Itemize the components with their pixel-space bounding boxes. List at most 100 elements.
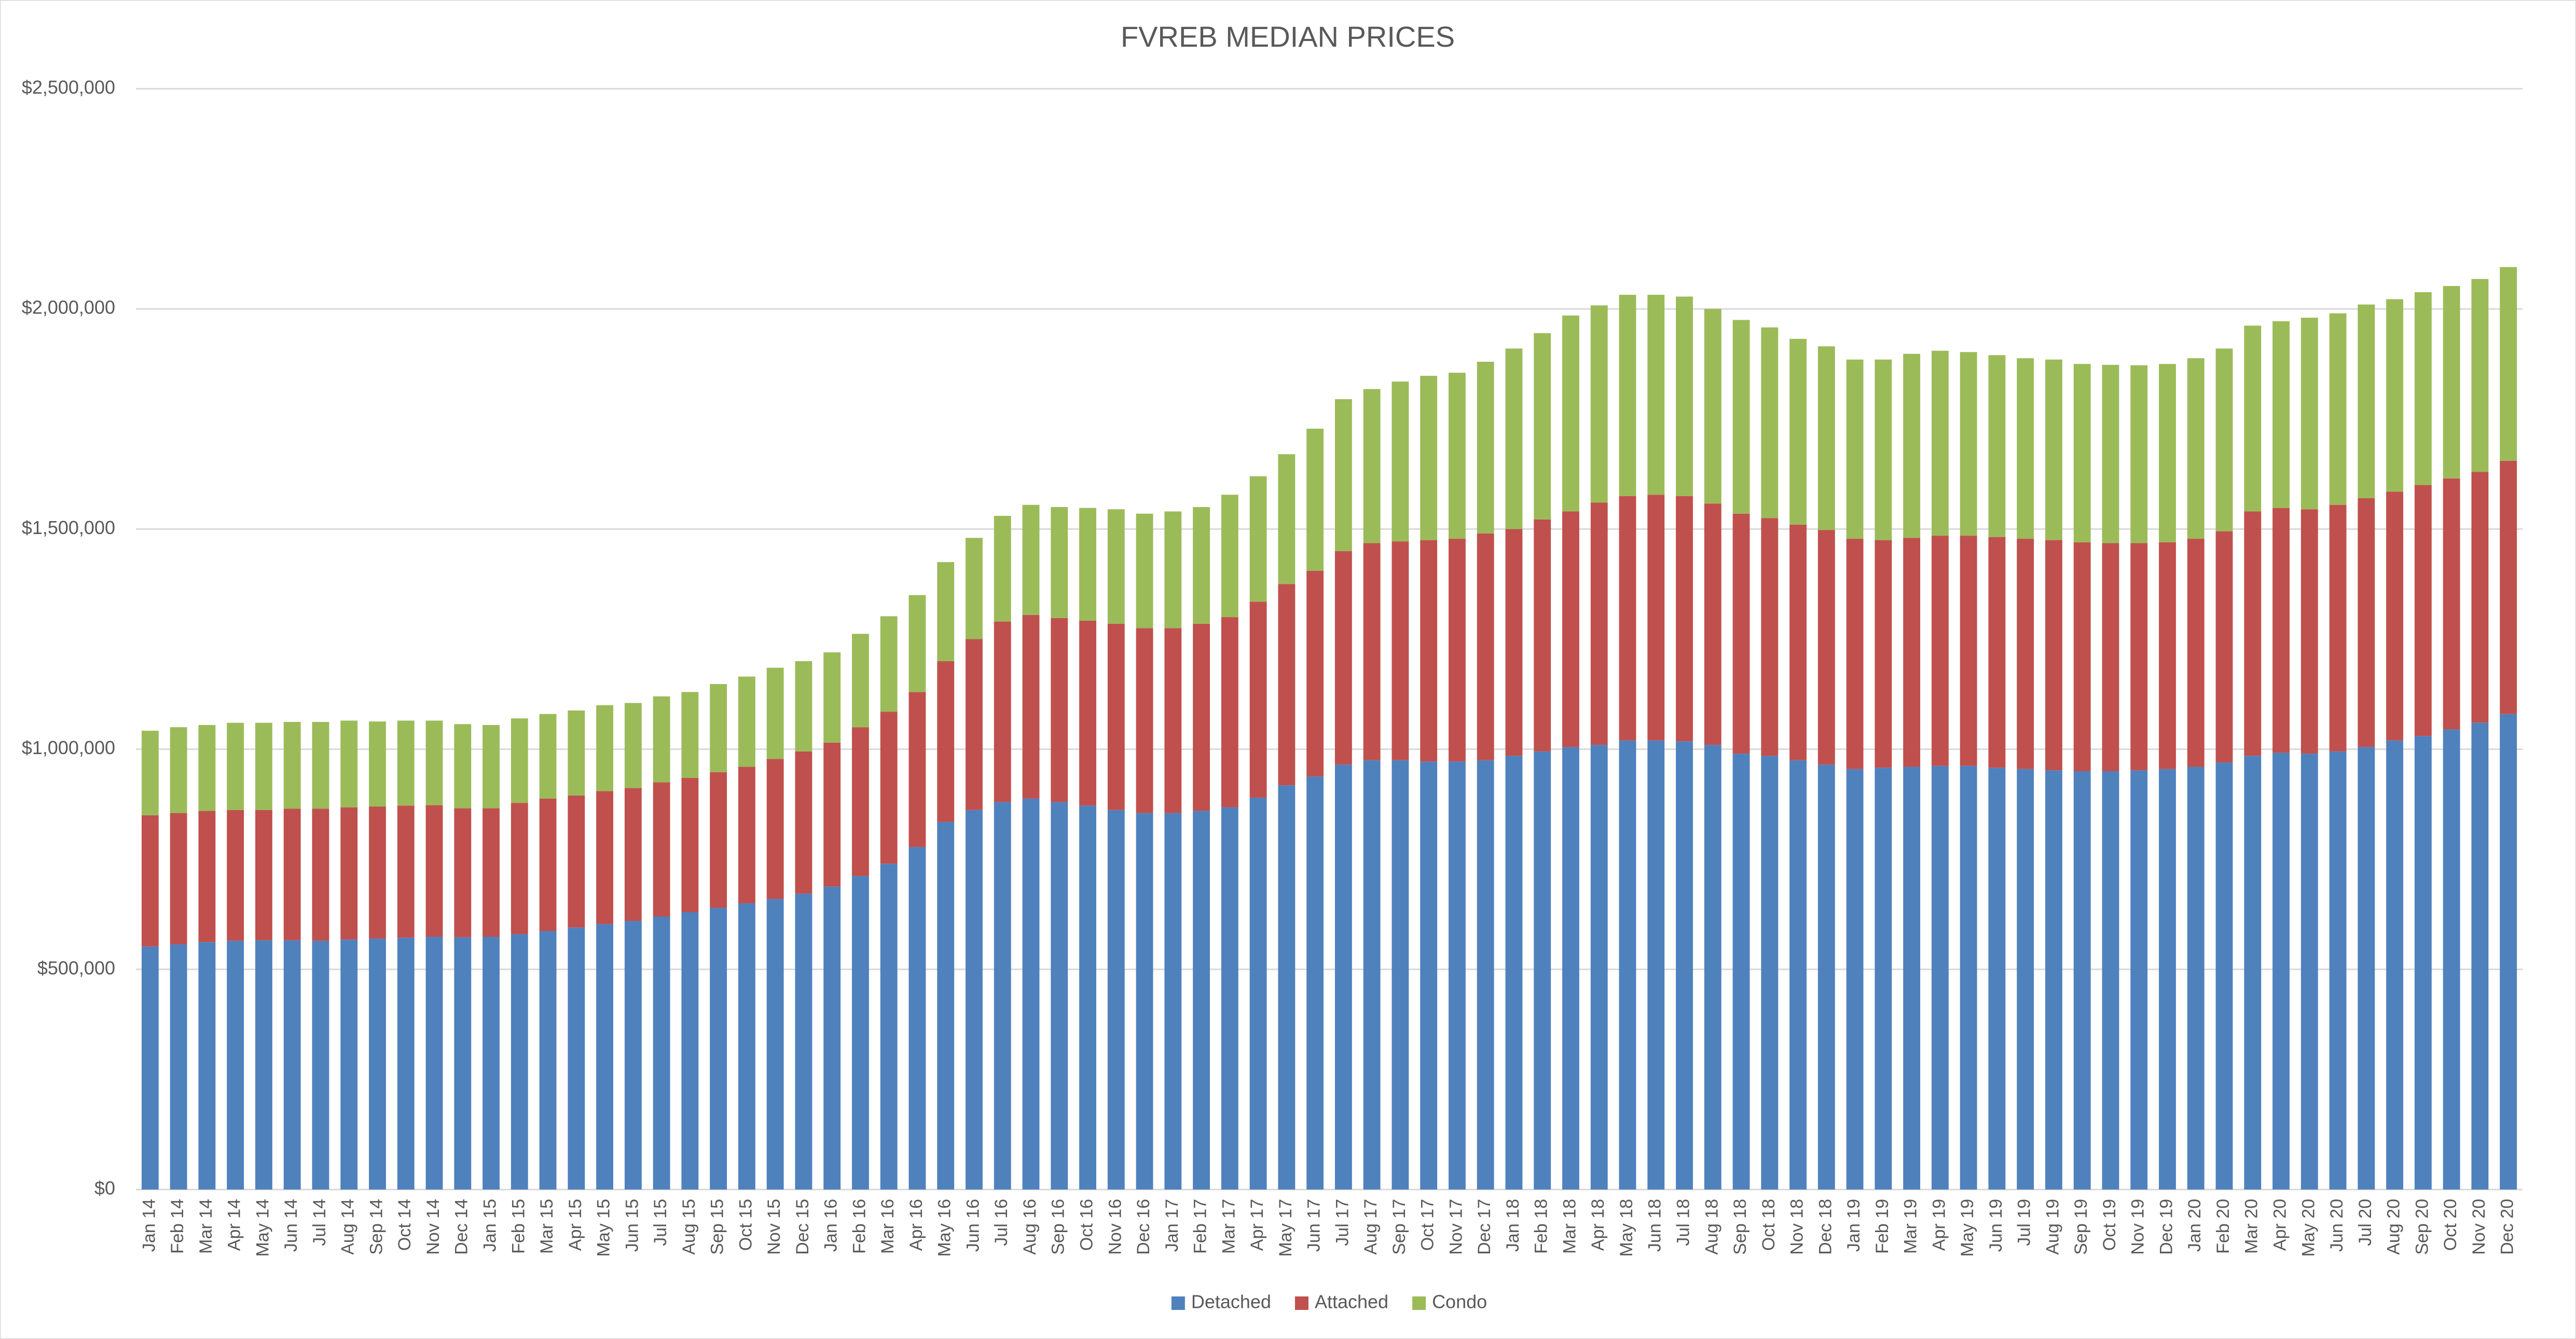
- bar-segment: [681, 777, 699, 912]
- bar-segment: [1619, 740, 1636, 1190]
- bar-segment: [823, 652, 841, 743]
- x-tick-label: Oct 14: [395, 1199, 415, 1251]
- x-tick-label: Sep 17: [1389, 1199, 1409, 1255]
- bar-segment: [2500, 714, 2517, 1190]
- bar-segment: [255, 722, 272, 810]
- bar-segment: [454, 724, 472, 809]
- x-tick-label: Feb 14: [168, 1199, 187, 1254]
- bar-segment: [1022, 798, 1040, 1190]
- x-tick-label: Aug 17: [1361, 1199, 1381, 1255]
- x-tick-label: Jun 20: [2327, 1199, 2347, 1252]
- bar-segment: [1136, 513, 1153, 628]
- bar-segment: [1051, 507, 1068, 618]
- bar-segment: [994, 621, 1011, 802]
- bar-segment: [2386, 740, 2403, 1190]
- bar-segment: [1647, 740, 1665, 1190]
- legend-label: Detached: [1191, 1291, 1271, 1313]
- bar-segment: [1363, 760, 1381, 1190]
- x-tick-label: Oct 20: [2441, 1199, 2460, 1251]
- bar-segment: [880, 864, 898, 1190]
- x-tick-label: Aug 14: [338, 1199, 358, 1255]
- bar-segment: [1420, 540, 1438, 762]
- bar-segment: [340, 807, 358, 940]
- bar-segment: [1534, 519, 1551, 752]
- bar-segment: [1931, 350, 1949, 536]
- x-tick-label: Feb 17: [1191, 1199, 1210, 1254]
- x-tick-label: Oct 19: [2100, 1199, 2119, 1251]
- legend-label: Condo: [1432, 1291, 1487, 1313]
- y-tick-label: $2,000,000: [22, 297, 115, 318]
- bar-segment: [937, 661, 955, 822]
- x-tick-label: Oct 17: [1418, 1199, 1438, 1251]
- bar-segment: [312, 809, 329, 941]
- bar-segment: [1761, 756, 1779, 1190]
- bar-segment: [170, 944, 187, 1190]
- bar-segment: [198, 942, 216, 1190]
- x-tick-label: Aug 20: [2384, 1199, 2404, 1255]
- x-tick-label: Apr 18: [1588, 1199, 1608, 1251]
- bar-segment: [2130, 543, 2148, 771]
- bar-segment: [198, 811, 216, 942]
- bar-segment: [1875, 359, 1892, 540]
- bar-segment: [1079, 508, 1096, 621]
- x-tick-label: Nov 18: [1787, 1199, 1807, 1255]
- bar-segment: [2301, 754, 2318, 1190]
- bar-segment: [624, 788, 642, 921]
- bar-segment: [2329, 313, 2347, 505]
- y-tick-label: $1,500,000: [22, 517, 115, 538]
- bar-segment: [1420, 376, 1438, 540]
- x-tick-label: Aug 16: [1020, 1199, 1040, 1255]
- bar-segment: [1306, 428, 1324, 571]
- bar-segment: [369, 938, 386, 1190]
- bar-segment: [2443, 286, 2460, 479]
- y-tick-label: $1,000,000: [22, 737, 115, 758]
- x-tick-label: Feb 19: [1872, 1199, 1892, 1254]
- bar-segment: [1875, 540, 1892, 768]
- x-tick-label: Aug 19: [2043, 1199, 2062, 1255]
- bar-segment: [1306, 570, 1324, 777]
- x-tick-label: Dec 17: [1475, 1199, 1494, 1255]
- bar-segment: [795, 661, 812, 752]
- bar-segment: [2017, 358, 2034, 539]
- x-tick-label: Nov 15: [764, 1199, 784, 1255]
- bar-segment: [1875, 768, 1892, 1190]
- bar-segment: [908, 595, 926, 692]
- bar-segment: [2414, 292, 2432, 485]
- bar-segment: [1193, 507, 1210, 624]
- bar-segment: [1193, 811, 1210, 1190]
- bar-segment: [1647, 295, 1665, 495]
- bar-segment: [312, 940, 329, 1190]
- bar-segment: [2329, 504, 2347, 752]
- x-tick-label: Dec 20: [2498, 1199, 2517, 1255]
- bar-segment: [852, 727, 869, 876]
- bar-segment: [1136, 813, 1153, 1190]
- bar-segment: [2244, 756, 2262, 1190]
- bar-segment: [994, 802, 1011, 1190]
- bar-segment: [1534, 751, 1551, 1190]
- bar-segment: [2187, 539, 2205, 767]
- bar-segment: [2215, 762, 2233, 1190]
- bar-segment: [2386, 491, 2403, 741]
- x-tick-label: Jan 18: [1503, 1199, 1523, 1252]
- bar-segment: [539, 714, 557, 799]
- x-tick-label: Jan 20: [2185, 1199, 2205, 1252]
- x-tick-label: Mar 18: [1560, 1199, 1579, 1254]
- bar-segment: [397, 720, 415, 806]
- x-tick-label: Jul 19: [2015, 1199, 2034, 1246]
- bar-segment: [397, 937, 415, 1190]
- bar-segment: [539, 931, 557, 1190]
- x-tick-label: Jan 14: [139, 1199, 159, 1252]
- y-tick-label: $0: [94, 1178, 115, 1199]
- bar-segment: [1334, 764, 1352, 1190]
- bar-segment: [2130, 365, 2148, 543]
- bar-segment: [2358, 498, 2375, 747]
- bar-segment: [1960, 766, 1977, 1190]
- x-tick-label: Aug 15: [679, 1199, 699, 1255]
- bar-segment: [568, 927, 585, 1190]
- bar-segment: [1278, 785, 1296, 1190]
- bar-segment: [1249, 476, 1267, 602]
- bar-segment: [1449, 539, 1466, 762]
- x-tick-label: Jun 19: [1986, 1199, 2006, 1252]
- bar-segment: [2329, 751, 2347, 1190]
